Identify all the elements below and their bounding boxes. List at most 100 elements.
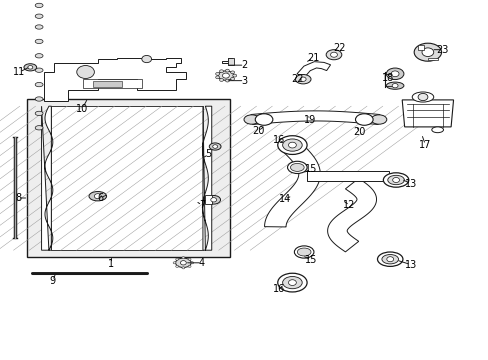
Circle shape (300, 77, 305, 81)
Circle shape (142, 55, 151, 63)
Polygon shape (41, 106, 53, 250)
Text: 2: 2 (241, 60, 247, 70)
Circle shape (175, 258, 178, 260)
Ellipse shape (282, 139, 302, 151)
Polygon shape (205, 195, 211, 204)
Text: 20: 20 (352, 127, 365, 137)
Polygon shape (327, 178, 376, 252)
Bar (227, 58, 233, 65)
Text: 13: 13 (404, 260, 416, 270)
Circle shape (417, 93, 427, 100)
Ellipse shape (35, 68, 43, 72)
Ellipse shape (35, 82, 43, 87)
Ellipse shape (218, 71, 233, 80)
Circle shape (230, 77, 234, 80)
Circle shape (392, 177, 399, 183)
Text: 19: 19 (304, 114, 316, 125)
Circle shape (225, 69, 229, 72)
Ellipse shape (206, 195, 220, 204)
Ellipse shape (35, 3, 43, 8)
Circle shape (390, 71, 398, 77)
Ellipse shape (325, 50, 341, 60)
Ellipse shape (175, 258, 191, 267)
Circle shape (77, 66, 94, 78)
Circle shape (175, 265, 178, 267)
Ellipse shape (287, 161, 306, 174)
Polygon shape (306, 171, 388, 181)
Circle shape (188, 258, 191, 260)
Bar (51, 106, 203, 250)
Text: 1: 1 (108, 258, 114, 269)
Circle shape (421, 48, 433, 57)
Circle shape (210, 198, 216, 202)
Ellipse shape (413, 43, 441, 61)
Ellipse shape (35, 126, 43, 130)
Circle shape (232, 74, 236, 77)
Circle shape (94, 194, 101, 199)
Polygon shape (401, 100, 453, 127)
Ellipse shape (35, 54, 43, 58)
Ellipse shape (290, 163, 304, 171)
Ellipse shape (377, 252, 402, 266)
Text: 21: 21 (306, 53, 319, 63)
Circle shape (219, 78, 223, 81)
Circle shape (215, 76, 219, 79)
Bar (83, 79, 142, 88)
Ellipse shape (297, 248, 310, 256)
Circle shape (386, 257, 393, 262)
Circle shape (330, 52, 337, 57)
Text: 3: 3 (241, 76, 247, 86)
Ellipse shape (294, 246, 313, 258)
Polygon shape (417, 45, 423, 50)
Circle shape (391, 84, 397, 88)
Circle shape (212, 145, 217, 148)
Text: 11: 11 (13, 67, 26, 77)
Ellipse shape (209, 143, 221, 150)
Text: 5: 5 (205, 149, 211, 159)
Text: 15: 15 (304, 164, 317, 174)
Ellipse shape (35, 14, 43, 18)
Ellipse shape (35, 111, 43, 116)
Text: 15: 15 (304, 255, 317, 265)
Ellipse shape (386, 68, 403, 80)
Text: 20: 20 (251, 126, 264, 136)
Text: 7: 7 (199, 200, 204, 210)
Polygon shape (296, 62, 330, 77)
Circle shape (222, 73, 229, 78)
Circle shape (219, 70, 223, 73)
Polygon shape (44, 58, 185, 101)
Polygon shape (222, 58, 232, 63)
Text: 10: 10 (76, 104, 88, 114)
Text: 4: 4 (199, 258, 204, 268)
Circle shape (182, 257, 184, 259)
Circle shape (288, 142, 296, 148)
Circle shape (288, 280, 296, 285)
Ellipse shape (381, 255, 398, 264)
Text: 22: 22 (333, 43, 346, 53)
Text: 17: 17 (418, 140, 431, 150)
Circle shape (188, 265, 191, 267)
Polygon shape (427, 58, 437, 60)
Text: 16: 16 (272, 284, 285, 294)
Ellipse shape (277, 136, 306, 154)
Ellipse shape (431, 127, 443, 132)
Ellipse shape (411, 92, 433, 102)
Ellipse shape (355, 114, 372, 125)
Ellipse shape (383, 173, 408, 187)
Circle shape (230, 71, 234, 74)
Text: 23: 23 (435, 45, 448, 55)
Ellipse shape (24, 64, 37, 71)
Circle shape (182, 267, 184, 269)
Circle shape (215, 72, 219, 75)
Ellipse shape (35, 97, 43, 101)
Text: 9: 9 (50, 276, 56, 286)
Polygon shape (202, 106, 211, 250)
Bar (27, 99, 229, 257)
Text: 22: 22 (290, 74, 303, 84)
Ellipse shape (35, 39, 43, 44)
Ellipse shape (282, 276, 302, 289)
Text: 8: 8 (15, 193, 21, 203)
Ellipse shape (386, 82, 403, 89)
Ellipse shape (89, 192, 106, 201)
Ellipse shape (387, 175, 404, 185)
